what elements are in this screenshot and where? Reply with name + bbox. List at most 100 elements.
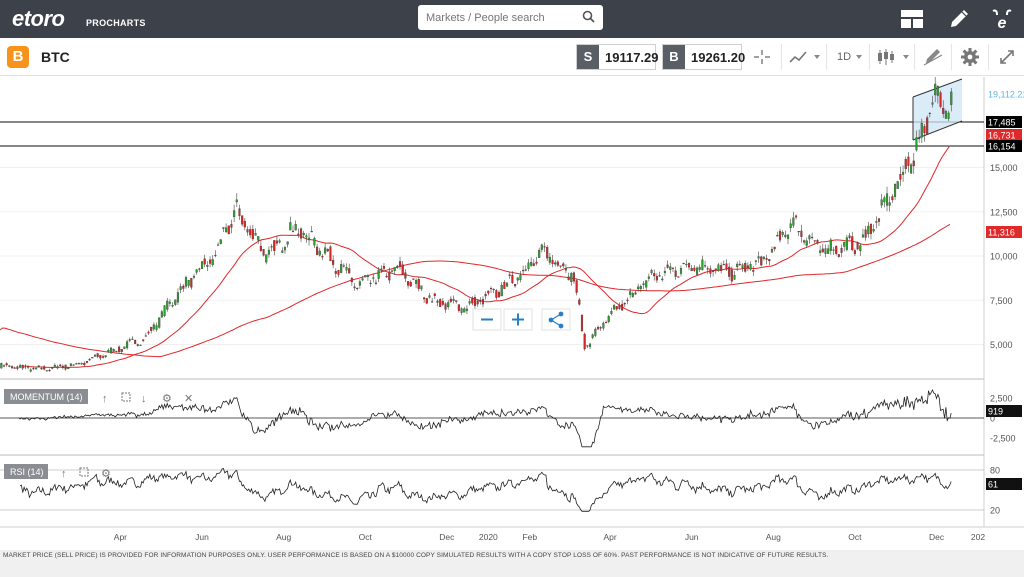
share-button[interactable] — [541, 308, 571, 331]
candle-body — [613, 305, 616, 310]
candle-body — [489, 287, 493, 290]
candle-body — [749, 264, 752, 270]
candle-body — [487, 290, 490, 294]
candle-body — [61, 365, 64, 368]
settings-button[interactable] — [951, 44, 987, 70]
arrow-down-icon[interactable]: ↓ — [141, 393, 147, 405]
candle-body — [142, 339, 145, 341]
price-badge-horizontal-line: 16,154 — [988, 142, 1016, 152]
candle-body — [918, 137, 921, 140]
candle-body — [752, 270, 755, 272]
price-badge-ma-label-bg — [986, 129, 1022, 141]
momentum-legend[interactable]: MOMENTUM (14) — [4, 389, 88, 404]
time-tick-label: Oct — [359, 532, 373, 542]
fullscreen-button[interactable] — [988, 44, 1024, 70]
candle-body — [653, 273, 656, 277]
price-tick-label: 15,000 — [990, 163, 1018, 173]
candle-body — [540, 244, 543, 250]
candle-body — [837, 254, 840, 257]
chart-area[interactable]: 5,000 7,500 10,000 12,500 15,000 Apr Jun Aug Oct… — [0, 76, 1024, 547]
search-icon[interactable] — [582, 10, 595, 23]
chart-canvas[interactable]: 5,000 7,500 10,000 12,500 15,000 Apr Jun Aug Oct… — [0, 76, 1024, 547]
candle-body — [176, 292, 179, 303]
drawing-tools-button[interactable] — [914, 44, 950, 70]
candle-body — [67, 367, 70, 369]
candle-body — [570, 273, 573, 283]
candle-body — [666, 264, 669, 268]
momentum-legend-tools[interactable]: ↑ ↓ ⚙ ✕ — [102, 392, 193, 405]
candle-body — [230, 223, 233, 228]
candle-body — [899, 174, 902, 180]
zoom-in-button[interactable] — [503, 308, 533, 331]
rsi-line — [19, 468, 952, 512]
candle-body — [262, 248, 265, 256]
candle-body — [580, 314, 584, 332]
candle-body — [404, 272, 407, 279]
svg-text:e: e — [998, 15, 1007, 32]
arrow-up-icon[interactable]: ↑ — [61, 468, 67, 480]
candle-body — [554, 262, 557, 265]
candle-body — [385, 275, 388, 278]
candle-body — [829, 239, 832, 251]
momentum-legend-label: MOMENTUM (14) — [10, 392, 83, 402]
search-input[interactable] — [426, 9, 576, 26]
pencil-icon[interactable] — [945, 6, 973, 32]
candle-body — [345, 267, 348, 271]
rsi-legend[interactable]: RSI (14) — [4, 464, 48, 479]
candle-body — [200, 261, 204, 269]
trend-channel-fill[interactable] — [913, 79, 962, 140]
price-badge-current-price: 19,112.21 — [988, 90, 1024, 100]
candle-body — [353, 286, 356, 289]
etoro-logo[interactable]: etoro — [12, 6, 65, 31]
gear-icon[interactable]: ⚙ — [162, 393, 172, 405]
gear-icon[interactable]: ⚙ — [101, 468, 111, 480]
candle-body — [88, 359, 91, 361]
crosshair-button[interactable] — [744, 44, 780, 70]
sell-price-button[interactable]: S 19117.29 — [576, 44, 659, 70]
candle-body — [851, 236, 854, 251]
crosshair-icon — [754, 50, 770, 64]
candle-body — [733, 275, 736, 280]
price-tick-label: 12,500 — [990, 207, 1018, 217]
price-badge-ma-label-bg — [986, 226, 1022, 238]
candle-body — [316, 246, 319, 255]
etoro-e-icon[interactable]: e — [988, 6, 1016, 32]
candle-body — [468, 301, 471, 304]
momentum-tick-label: -2,500 — [990, 434, 1016, 444]
candlesticks — [0, 76, 953, 373]
candle-body — [896, 181, 899, 189]
candle-body — [334, 271, 337, 274]
candle-body — [155, 325, 158, 330]
candle-body — [246, 229, 249, 233]
candle-body — [594, 328, 597, 336]
arrow-up-icon[interactable]: ↑ — [102, 393, 108, 405]
candles-button[interactable] — [869, 44, 913, 70]
candle-body — [508, 274, 511, 276]
candle-body — [784, 234, 787, 238]
chart-type-button[interactable] — [781, 44, 825, 70]
buy-price-button[interactable]: B 19261.20 — [662, 44, 745, 70]
maximize-icon[interactable] — [121, 392, 131, 402]
candle-body — [843, 242, 846, 247]
candle-body — [227, 225, 230, 235]
candle-body — [294, 224, 297, 231]
candle-body — [340, 264, 343, 273]
timeframe-button[interactable]: 1D — [826, 44, 868, 70]
candle-body — [109, 347, 113, 354]
search-box[interactable] — [418, 5, 603, 30]
candle-body — [208, 259, 212, 264]
rsi-legend-tools[interactable]: ↑ ⚙ — [61, 467, 111, 480]
candle-body — [24, 365, 27, 368]
candle-body — [950, 91, 953, 105]
maximize-icon[interactable] — [79, 467, 89, 477]
candle-body — [605, 322, 608, 324]
candle-body — [615, 306, 618, 310]
zoom-out-button[interactable] — [472, 308, 502, 331]
candle-body — [476, 300, 479, 305]
close-icon[interactable]: ✕ — [184, 393, 193, 405]
candle-body — [13, 367, 16, 369]
layout-icon[interactable] — [898, 6, 926, 32]
candle-body — [679, 268, 683, 274]
candle-body — [332, 259, 335, 265]
candle-body — [374, 282, 377, 284]
